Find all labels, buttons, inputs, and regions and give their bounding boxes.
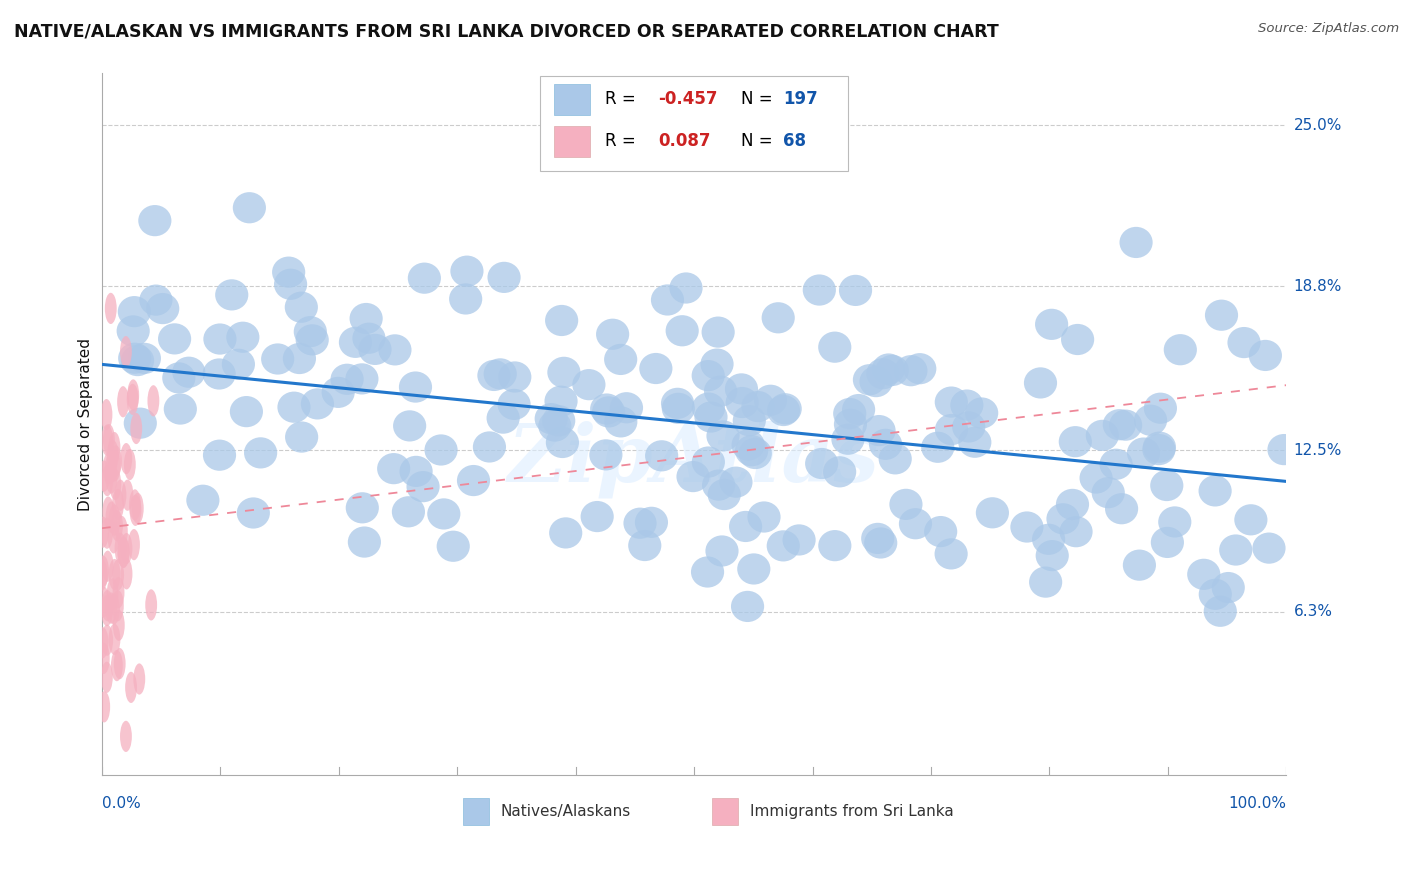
- Text: 0.087: 0.087: [658, 133, 711, 151]
- Text: NATIVE/ALASKAN VS IMMIGRANTS FROM SRI LANKA DIVORCED OR SEPARATED CORRELATION CH: NATIVE/ALASKAN VS IMMIGRANTS FROM SRI LA…: [14, 22, 998, 40]
- Text: 68: 68: [783, 133, 806, 151]
- FancyBboxPatch shape: [711, 797, 738, 824]
- Text: 18.8%: 18.8%: [1294, 279, 1341, 293]
- Text: R =: R =: [605, 133, 636, 151]
- Text: Source: ZipAtlas.com: Source: ZipAtlas.com: [1258, 22, 1399, 36]
- FancyBboxPatch shape: [463, 797, 489, 824]
- Text: 25.0%: 25.0%: [1294, 118, 1341, 133]
- FancyBboxPatch shape: [554, 126, 589, 157]
- FancyBboxPatch shape: [540, 77, 848, 171]
- Text: N =: N =: [741, 90, 773, 108]
- Y-axis label: Divorced or Separated: Divorced or Separated: [79, 338, 93, 511]
- Text: Natives/Alaskans: Natives/Alaskans: [501, 804, 631, 819]
- Text: 12.5%: 12.5%: [1294, 442, 1341, 458]
- Text: 100.0%: 100.0%: [1229, 797, 1286, 812]
- Text: N =: N =: [741, 133, 773, 151]
- Text: Immigrants from Sri Lanka: Immigrants from Sri Lanka: [749, 804, 953, 819]
- Text: 0.0%: 0.0%: [101, 797, 141, 812]
- Text: -0.457: -0.457: [658, 90, 718, 108]
- Text: ZipAtlas: ZipAtlas: [508, 420, 880, 498]
- FancyBboxPatch shape: [554, 84, 589, 115]
- Text: 197: 197: [783, 90, 818, 108]
- Text: R =: R =: [605, 90, 636, 108]
- Text: 6.3%: 6.3%: [1294, 604, 1333, 619]
